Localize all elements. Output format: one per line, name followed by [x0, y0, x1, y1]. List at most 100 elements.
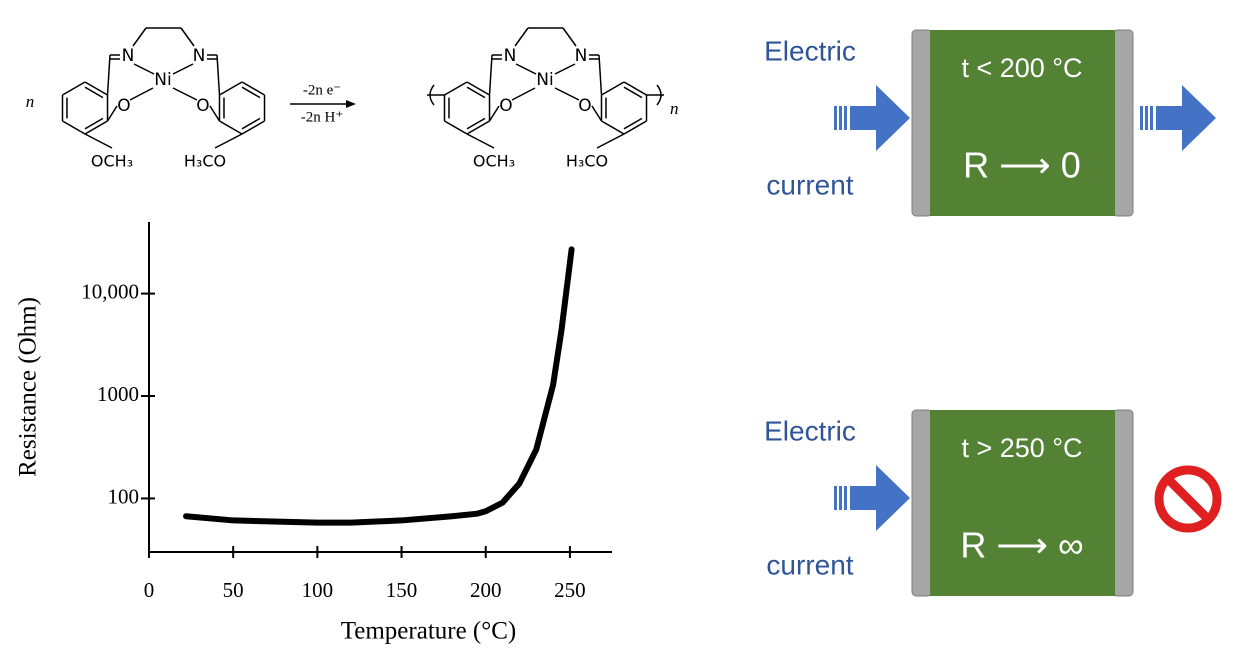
current-arrow — [834, 85, 910, 151]
arrow-stripe — [1150, 106, 1153, 130]
bond — [596, 133, 625, 149]
bond — [488, 105, 500, 122]
no-sign — [1154, 465, 1222, 533]
current-arrow — [1140, 85, 1216, 151]
x-tick-label: 150 — [386, 578, 418, 602]
resistance: R ⟶ ∞ — [960, 525, 1083, 566]
bond — [241, 117, 261, 130]
bond — [129, 87, 154, 101]
label: Ni — [154, 70, 171, 90]
bond — [133, 63, 155, 75]
bond — [241, 81, 265, 96]
arrow-stripe — [1140, 106, 1143, 130]
arrow-body — [850, 465, 910, 531]
bond — [554, 87, 580, 101]
label: n — [26, 92, 35, 111]
arrow-stripe — [839, 486, 842, 510]
data-line — [183, 246, 575, 526]
bond — [466, 86, 486, 99]
label: O — [196, 96, 209, 116]
label: H₃CO — [184, 152, 226, 171]
resistor-panel: t < 200 °C R ⟶ 0 Electric current — [764, 29, 1134, 217]
label: H₃CO — [566, 152, 608, 171]
bond — [598, 54, 603, 96]
bond — [466, 133, 495, 149]
bond — [216, 54, 221, 96]
x-tick-label: 0 — [144, 578, 155, 602]
bond — [466, 117, 486, 130]
label: OCH₃ — [473, 152, 515, 171]
monomer: N N Ni O O OCH₃ H₃CO n — [26, 27, 266, 171]
bond — [623, 117, 643, 130]
label: Ni — [536, 70, 553, 90]
y-tick-label: 1000 — [97, 382, 139, 406]
bond — [514, 27, 529, 47]
label-bottom: current — [766, 169, 853, 200]
label: N — [122, 46, 135, 66]
bond — [84, 120, 108, 135]
resistor-body — [930, 410, 1115, 596]
label: N — [575, 46, 588, 66]
end-cap — [911, 29, 933, 217]
arrow-body — [1156, 85, 1216, 151]
y-axis-title: Resistance (Ohm) — [15, 297, 42, 477]
y-tick-label: 10,000 — [81, 279, 139, 303]
bond — [623, 81, 647, 96]
arrow-stripe — [844, 486, 847, 510]
bond — [172, 63, 194, 75]
bond — [466, 120, 490, 135]
bond — [515, 63, 537, 75]
label: OCH₃ — [91, 152, 133, 171]
bracket — [656, 84, 662, 106]
bond — [623, 86, 643, 99]
bond — [84, 117, 104, 130]
bond — [241, 86, 261, 99]
bond — [62, 81, 86, 96]
bond — [488, 54, 493, 96]
bond — [106, 105, 118, 122]
bond — [562, 27, 577, 47]
arrow-stripe — [844, 106, 847, 130]
bond — [84, 86, 104, 99]
x-axis-title: Temperature (°C) — [341, 618, 517, 645]
label: N — [193, 46, 206, 66]
bond — [106, 54, 111, 96]
x-tick-label: 100 — [302, 578, 334, 602]
arrow-stripe — [1145, 106, 1148, 130]
label: O — [578, 96, 591, 116]
bond — [466, 81, 490, 96]
bond — [554, 63, 576, 75]
bracket — [429, 84, 435, 106]
label-bottom: current — [766, 549, 853, 580]
bond — [511, 87, 536, 101]
reaction-scheme: N N Ni O O OCH₃ H₃CO n N N Ni O O OCH₃ H₃CO n -2n e⁻ -2n … — [26, 27, 679, 171]
bond — [241, 120, 265, 135]
y-tick-label: 100 — [108, 484, 140, 508]
label: -2n H⁺ — [301, 109, 344, 125]
end-cap — [1112, 29, 1134, 217]
label-top: Electric — [764, 35, 856, 66]
bond — [84, 133, 113, 149]
bond — [219, 81, 243, 96]
no-sign-bar — [1164, 475, 1212, 523]
x-tick-label: 200 — [470, 578, 502, 602]
bond — [444, 120, 468, 135]
bond — [219, 120, 243, 135]
end-cap — [1112, 409, 1134, 597]
resistor-body — [930, 30, 1115, 216]
bond — [62, 120, 86, 135]
resistance: R ⟶ 0 — [963, 145, 1081, 186]
bond — [214, 133, 243, 149]
chart: 0 50 100 150 200 250 100 1000 10,000 Temperature … — [15, 222, 612, 645]
x-tick-label: 250 — [554, 578, 586, 602]
condition: t < 200 °C — [961, 53, 1082, 83]
bond — [601, 81, 625, 96]
label: O — [117, 96, 130, 116]
arrow-body — [850, 85, 910, 151]
end-cap — [911, 409, 933, 597]
bond — [444, 81, 468, 96]
arrow-stripe — [834, 486, 837, 510]
label: -2n e⁻ — [303, 82, 341, 98]
